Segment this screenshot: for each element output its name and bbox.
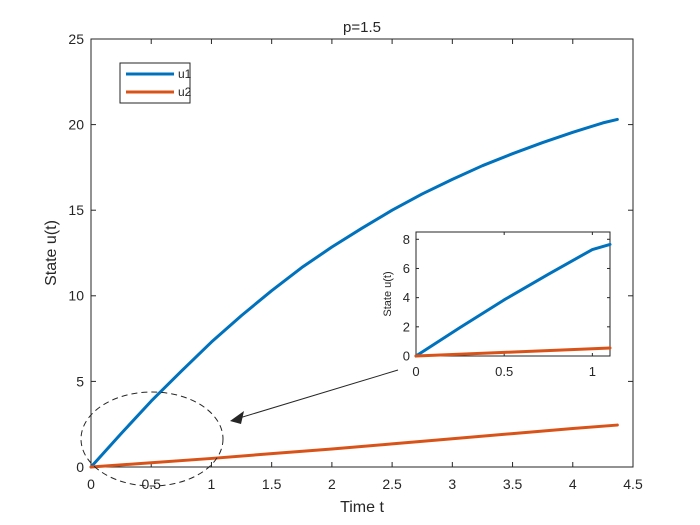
main-x-tick-label: 0 — [87, 476, 95, 492]
main-x-tick-label: 2.5 — [382, 476, 402, 492]
main-y-tick-label: 0 — [76, 459, 84, 475]
main-x-tick-label: 4 — [569, 476, 577, 492]
zoom-arrow-head — [230, 411, 244, 424]
main-series-line-2 — [89, 423, 619, 469]
inset-y-tick-label: 0 — [403, 349, 410, 364]
legend-label-u2: u2 — [178, 85, 192, 99]
inset-y-tick-label: 6 — [403, 261, 410, 276]
legend: u1 u2 — [119, 62, 192, 104]
inset-x-tick-label: 1 — [589, 364, 596, 379]
inset-x-tick-label: 0.5 — [495, 364, 513, 379]
zoom-arrow-line — [235, 369, 399, 420]
main-x-tick-label: 1.5 — [262, 476, 282, 492]
inset-series — [414, 242, 612, 358]
main-y-tick-label: 15 — [68, 202, 84, 218]
main-x-tick-label: 4.5 — [623, 476, 643, 492]
main-x-tick-label: 0.5 — [141, 476, 161, 492]
inset-y-axis-label: State u(t) — [382, 271, 394, 316]
main-y-tick-label: 25 — [68, 31, 84, 47]
legend-box — [119, 62, 191, 104]
inset-y-tick-label: 8 — [403, 232, 410, 247]
x-axis-label: Time t — [340, 499, 384, 516]
inset-series-line-1 — [414, 242, 612, 358]
inset-axes: 0 0.5 1 0 2 4 6 8 State u(t) — [382, 231, 612, 379]
inset-x-tick-label: 0 — [412, 364, 419, 379]
chart-title: p=1.5 — [343, 19, 381, 36]
main-x-tick-label: 3.5 — [503, 476, 523, 492]
main-y-tick-label: 20 — [68, 117, 84, 133]
inset-y-tick-label: 4 — [403, 290, 410, 305]
main-y-tick-label: 5 — [76, 373, 84, 389]
zoom-region-ellipse — [80, 391, 224, 487]
main-y-tick-label: 10 — [68, 288, 84, 304]
legend-label-u1: u1 — [178, 67, 192, 81]
main-series — [89, 117, 619, 469]
main-x-tick-label: 1 — [208, 476, 216, 492]
main-series-line-1 — [89, 117, 619, 469]
main-x-tick-label: 3 — [448, 476, 456, 492]
inset-y-tick-label: 2 — [403, 319, 410, 334]
inset-series-line-2 — [414, 346, 612, 358]
y-axis-label: State u(t) — [43, 220, 60, 286]
main-x-tick-label: 2 — [328, 476, 336, 492]
